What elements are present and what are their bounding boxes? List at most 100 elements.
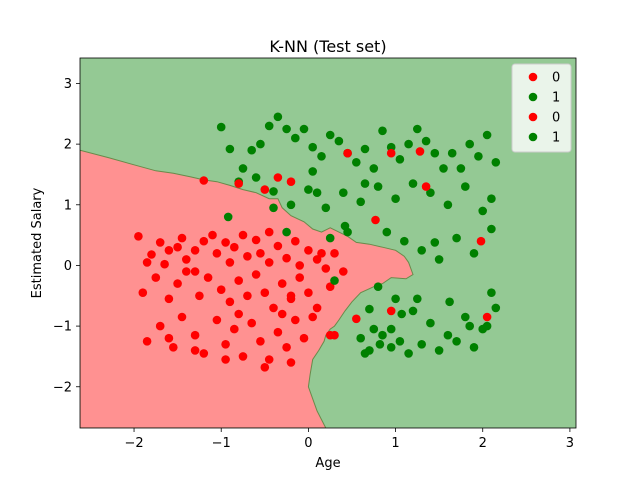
data-point-class-1-training	[482, 130, 492, 140]
data-point-class-1-training	[317, 152, 326, 161]
data-point-class-0-test	[286, 291, 296, 301]
y-tick-label: −2	[53, 380, 72, 395]
data-point-class-1-test	[282, 227, 291, 237]
data-point-class-0-training	[312, 255, 322, 264]
data-point-class-1-training	[400, 236, 409, 246]
data-point-class-1-training	[408, 306, 418, 316]
data-point-class-1-training	[413, 124, 422, 134]
legend-marker	[528, 132, 538, 142]
data-point-class-0-training	[251, 235, 261, 245]
legend-label: 1	[552, 131, 560, 146]
data-point-class-0-training	[155, 238, 165, 247]
data-point-class-1-training	[469, 249, 479, 258]
data-point-class-0-training	[216, 285, 226, 295]
plot-area	[79, 57, 577, 429]
data-point-class-1-training	[452, 337, 461, 346]
data-point-class-0-training	[190, 346, 200, 355]
data-point-class-1-training	[251, 173, 261, 182]
data-point-class-1-training	[373, 282, 383, 292]
data-point-class-1-test	[465, 321, 475, 331]
legend-box	[511, 63, 572, 153]
data-point-class-0-training	[273, 241, 283, 251]
data-point-class-1-test	[375, 340, 385, 349]
data-point-class-1-training	[447, 148, 457, 158]
x-tick-label: 3	[566, 436, 574, 451]
y-axis-label: Estimated Salary	[30, 187, 45, 298]
data-point-class-1-training	[456, 164, 466, 173]
data-point-class-1-training	[369, 324, 379, 334]
data-point-class-1-test	[430, 238, 440, 247]
data-point-class-1-test	[360, 349, 370, 358]
data-point-class-0-training	[264, 355, 274, 364]
data-point-class-0-training	[251, 270, 261, 279]
data-point-class-1-training	[386, 343, 396, 352]
data-point-class-1-training	[325, 130, 335, 140]
plot-frame	[79, 57, 577, 429]
x-tick-label: 1	[391, 436, 399, 451]
data-point-class-1-training	[216, 122, 226, 132]
data-point-class-1-training	[439, 164, 448, 173]
data-point-class-0-training	[147, 250, 156, 259]
data-point-class-0-training	[151, 273, 161, 282]
data-point-class-0-test	[273, 173, 283, 182]
data-point-class-1-test	[360, 179, 370, 188]
data-point-class-0-training	[138, 288, 148, 298]
data-point-class-0-test	[325, 330, 335, 340]
data-point-class-1-training	[269, 187, 278, 196]
data-point-class-0-training	[247, 318, 256, 328]
data-point-class-0-test	[264, 227, 274, 237]
data-point-class-1-training	[430, 148, 440, 158]
data-point-class-1-training	[356, 197, 366, 207]
data-point-class-0-training	[190, 246, 200, 255]
x-tick-label: −1	[212, 436, 231, 451]
data-point-class-1-training	[408, 179, 418, 188]
data-point-class-0-test	[343, 148, 352, 158]
data-point-class-0-training	[312, 303, 322, 313]
y-tick-label: 1	[64, 198, 72, 213]
data-point-class-1-training	[304, 185, 313, 194]
data-point-class-0-training	[269, 303, 278, 313]
data-point-class-0-training	[164, 246, 174, 255]
data-point-class-1-training	[360, 144, 370, 154]
data-point-class-0-training	[177, 312, 187, 322]
data-point-class-1-training	[334, 136, 344, 146]
legend-marker	[528, 72, 538, 82]
data-point-class-1-training	[264, 121, 274, 131]
data-point-class-1-test	[269, 203, 278, 213]
data-point-class-1-training	[469, 343, 479, 352]
x-tick-label: 0	[304, 436, 312, 451]
data-point-class-1-training	[465, 139, 475, 149]
data-point-class-0-training	[291, 236, 300, 246]
data-point-class-0-training	[243, 291, 252, 301]
data-point-class-1-training	[299, 124, 309, 134]
data-point-class-1-test	[325, 233, 335, 243]
data-point-class-0-training	[164, 294, 174, 304]
data-point-class-1-training	[474, 152, 483, 161]
data-point-class-1-training	[404, 139, 413, 149]
data-point-class-0-test	[386, 148, 396, 158]
data-point-class-0-training	[304, 288, 313, 298]
data-point-class-1-training	[482, 321, 492, 331]
data-point-class-0-training	[264, 258, 274, 267]
data-point-class-1-test	[330, 276, 339, 285]
data-point-class-1-training	[443, 330, 453, 340]
data-point-class-0-training	[321, 264, 331, 273]
data-point-class-0-training	[142, 337, 152, 346]
data-point-class-1-training	[395, 337, 405, 346]
data-point-class-0-training	[339, 267, 348, 276]
data-point-class-0-training	[260, 363, 270, 372]
data-point-class-1-test	[386, 324, 396, 334]
data-point-class-1-training	[491, 158, 501, 167]
data-point-class-0-training	[304, 246, 313, 255]
legend-label: 1	[552, 91, 560, 106]
data-point-class-0-training	[230, 242, 239, 252]
scatter-points	[134, 112, 501, 372]
data-point-class-1-training	[443, 200, 453, 210]
data-point-class-0-training	[260, 288, 270, 298]
data-point-class-1-training	[273, 112, 283, 122]
data-point-class-1-training	[238, 164, 248, 173]
data-point-class-0-training	[212, 249, 222, 258]
data-point-class-0-training	[282, 253, 291, 263]
data-point-class-0-test	[352, 314, 361, 324]
